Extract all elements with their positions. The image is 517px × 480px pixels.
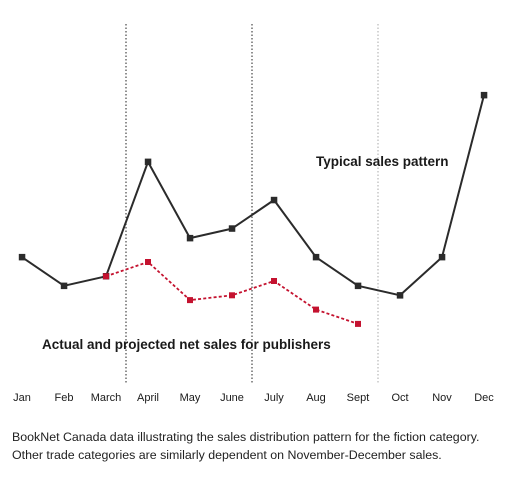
x-tick-label-nov: Nov bbox=[432, 392, 452, 404]
series-2-point-may bbox=[187, 297, 193, 304]
series-1-point-may bbox=[186, 234, 194, 242]
series-label-typical-sales-pattern: Typical sales pattern bbox=[316, 154, 449, 169]
x-tick-label-may: May bbox=[180, 392, 201, 404]
x-tick-label-feb: Feb bbox=[55, 392, 74, 404]
series-1-point-nov bbox=[438, 253, 446, 261]
series-label-actual-projected-sales: Actual and projected net sales for publi… bbox=[42, 337, 331, 352]
x-tick-label-sept: Sept bbox=[347, 392, 370, 404]
vertical-markers bbox=[125, 24, 379, 383]
x-axis-tick-labels: Jan Feb March April May June July Aug Sept Oct Nov… bbox=[13, 392, 494, 404]
series-2-point-june bbox=[229, 292, 235, 299]
x-tick-label-oct: Oct bbox=[391, 392, 408, 404]
x-tick-label-jan: Jan bbox=[13, 392, 31, 404]
x-tick-label-july: July bbox=[264, 392, 284, 404]
series-1-point-jan bbox=[18, 253, 26, 261]
series-1-point-april bbox=[144, 158, 152, 166]
chart-caption: BookNet Canada data illustrating the sal… bbox=[12, 428, 507, 464]
series-1-point-feb bbox=[60, 282, 68, 290]
x-tick-label-dec: Dec bbox=[474, 392, 494, 404]
series-points bbox=[18, 91, 488, 327]
series-2-point-sept bbox=[355, 320, 361, 327]
series-1-point-sept bbox=[354, 282, 362, 290]
series-2-point-aug bbox=[313, 306, 319, 313]
x-tick-label-april: April bbox=[137, 392, 159, 404]
series-1-point-july bbox=[270, 196, 278, 204]
x-tick-label-aug: Aug bbox=[306, 392, 326, 404]
series-line-1 bbox=[21, 94, 485, 297]
series-2-point-july bbox=[271, 278, 277, 284]
caption-line-2: Other trade categories are similarly dep… bbox=[12, 448, 442, 462]
x-tick-label-march: March bbox=[91, 392, 122, 404]
series-1-point-oct bbox=[396, 292, 404, 299]
series-1-point-june bbox=[228, 225, 236, 232]
series-1-point-dec bbox=[480, 91, 488, 99]
series-lines bbox=[21, 94, 485, 325]
series-2-point-april bbox=[145, 259, 151, 265]
series-1-point-aug bbox=[312, 253, 320, 261]
x-tick-label-june: June bbox=[220, 392, 244, 404]
sales-line-chart: Typical sales pattern Actual and project… bbox=[13, 24, 494, 404]
caption-line-1: BookNet Canada data illustrating the sal… bbox=[12, 430, 480, 444]
series-2-point-march bbox=[103, 273, 109, 280]
